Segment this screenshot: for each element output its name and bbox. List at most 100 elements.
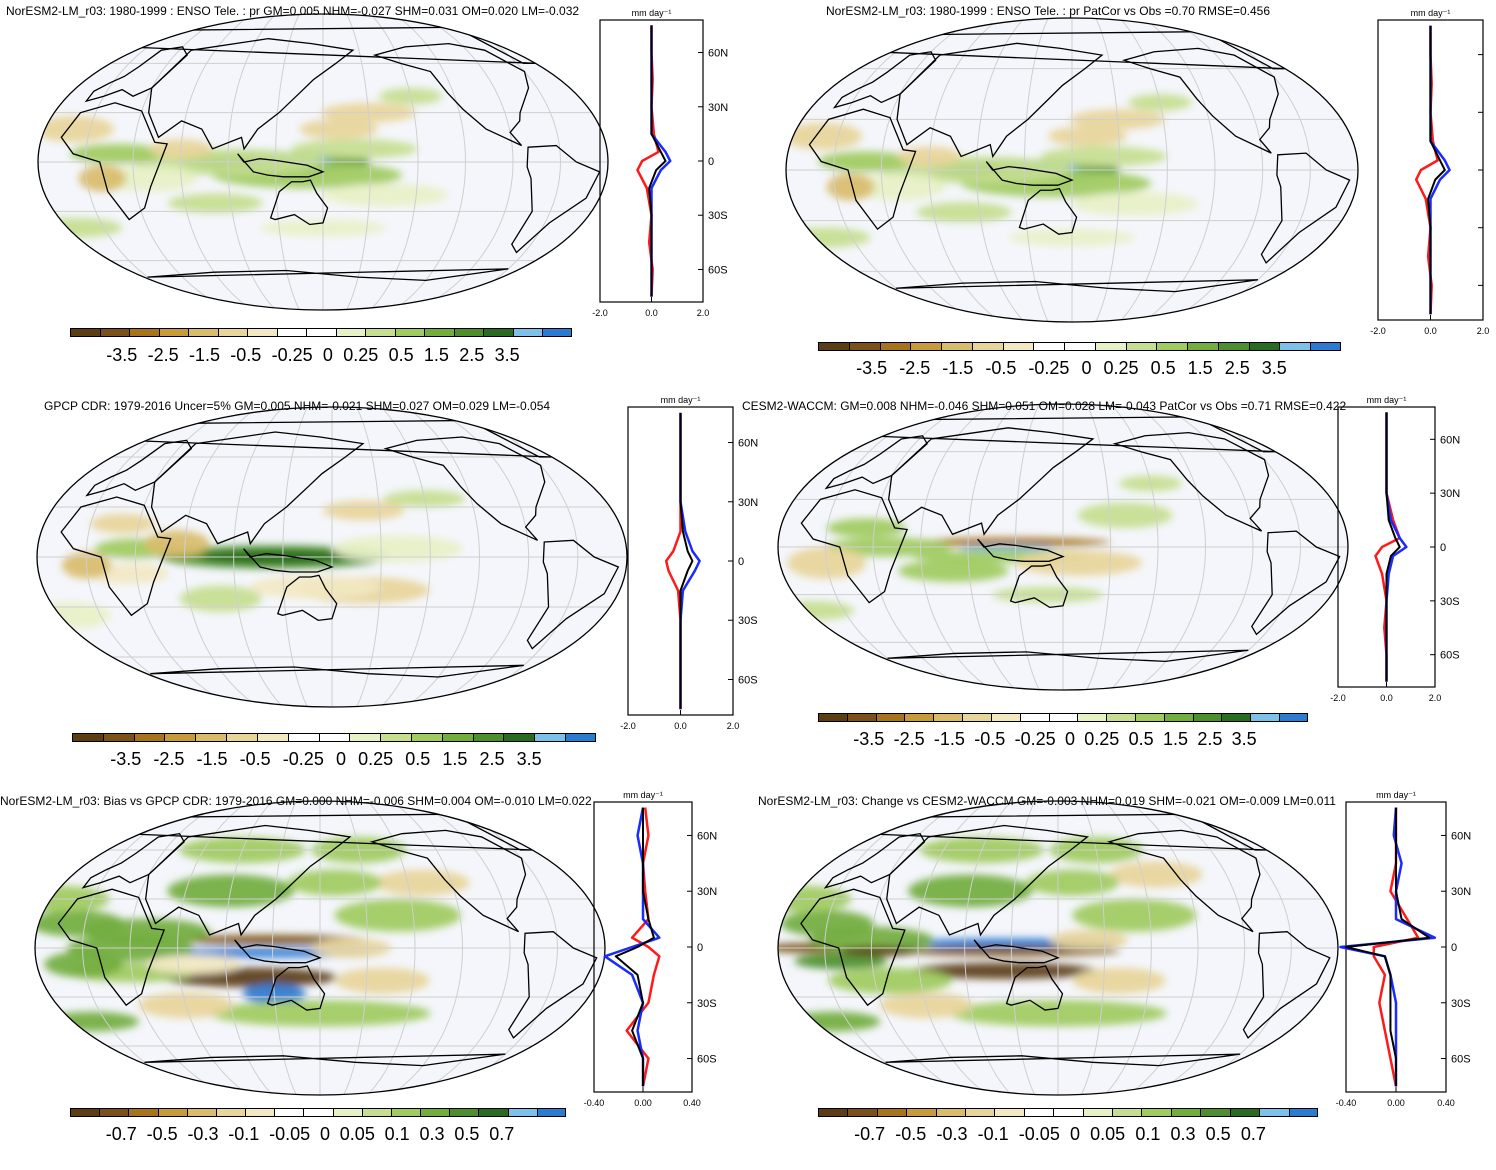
colorbar-label: -1.5	[188, 345, 220, 365]
lat-tick-label: 60S	[1440, 650, 1460, 662]
anomaly-region	[1015, 550, 1143, 576]
zonal-profile: -2.0 0.0 2.0 mm day⁻¹	[1370, 8, 1489, 336]
anomaly-region	[916, 202, 1012, 223]
continent-africa	[60, 496, 172, 617]
unit-label: mm day⁻¹	[632, 8, 672, 18]
lat-tick-label: 0	[708, 156, 714, 168]
colorbar-swatch	[410, 733, 442, 742]
colorbar	[70, 328, 572, 337]
continent-south-america	[1251, 530, 1341, 636]
x-tick-label: -0.40	[1336, 1098, 1357, 1108]
colorbar-label: -3.5	[856, 358, 888, 378]
colorbar-label: 0	[1064, 729, 1075, 749]
zonal-profile: 60N 30N 0 30S 60S -0.40 0.00 0.40 mm day⁻¹	[584, 790, 717, 1108]
colorbar-label: -0.5	[895, 1124, 927, 1144]
colorbar-label: 2.5	[1224, 358, 1250, 378]
anomaly-region	[786, 122, 863, 150]
colorbar-swatch	[158, 328, 189, 337]
colorbar-swatch	[70, 328, 100, 337]
profile-line-red	[664, 412, 682, 710]
colorbar-swatch	[1221, 713, 1251, 722]
colorbar-swatch	[962, 713, 991, 722]
panel-title: CESM2-WACCM: GM=0.008 NHM=-0.046 SHM=0.0…	[742, 399, 1347, 413]
profile-line-red	[1414, 25, 1439, 315]
continent-europe	[832, 51, 937, 109]
colorbar-swatch	[349, 733, 381, 742]
colorbar-label: 3.5	[494, 345, 520, 365]
colorbar-swatch	[441, 733, 473, 742]
colorbar-swatch	[1217, 342, 1249, 351]
colorbar-label: 0.5	[454, 1124, 480, 1144]
continent-indonesia	[234, 939, 322, 964]
continent-antarctica	[150, 664, 524, 678]
continent-antarctica	[887, 649, 1249, 663]
colorbar-swatch	[1187, 342, 1218, 351]
lat-tick-label: 0	[1440, 542, 1446, 554]
anomaly-region	[897, 559, 1009, 582]
colorbar-labels: -3.5 -2.5 -1.5 -0.5 -0.25 0 0.25 0.5 1.5 2.5 3.5	[106, 345, 519, 366]
lat-tick-label: 30S	[1451, 998, 1471, 1010]
x-tick-label: 2.0	[697, 308, 710, 318]
anomaly-region	[826, 173, 875, 201]
map-plot: 60N 30N 0 30S 60S -2.0 0.0 2.0 mm day⁻¹	[36, 395, 758, 731]
colorbar-label: 2.5	[479, 749, 505, 769]
profile-line-black	[1385, 412, 1401, 682]
colorbar-label: 0.7	[1240, 1124, 1266, 1144]
colorbar-swatch	[906, 1108, 936, 1117]
colorbar	[70, 1108, 566, 1117]
anomaly-region	[334, 967, 430, 994]
colorbar-swatch	[129, 328, 159, 337]
lat-tick-label: 60S	[708, 264, 728, 276]
anomaly-region	[102, 165, 198, 192]
x-tick-label: -2.0	[1330, 693, 1346, 703]
colorbar-swatch	[1048, 713, 1078, 722]
graticule	[37, 407, 627, 707]
anomaly-region	[298, 119, 379, 139]
anomaly-region	[90, 513, 156, 534]
anomaly-region	[78, 165, 127, 192]
colorbar-swatch	[1082, 1108, 1113, 1117]
map-border	[785, 17, 1359, 323]
colorbar-swatch	[478, 1108, 508, 1117]
colorbar-label: 0.7	[489, 1124, 515, 1144]
colorbar-swatch	[1033, 342, 1064, 351]
colorbar-swatch	[1002, 342, 1034, 351]
map-plot: 60N 30N 0 30S 60S -0.40 0.00 0.40 mm day⁻¹	[777, 790, 1471, 1108]
colorbar-swatch	[483, 328, 513, 337]
anomaly-region	[44, 1011, 140, 1032]
colorbar-label: -0.5	[239, 749, 271, 769]
colorbar-swatch	[565, 733, 596, 742]
x-tick-label: 2.0	[1477, 326, 1490, 336]
colorbar-swatch	[1310, 342, 1341, 351]
colorbar-label: 0.3	[419, 1124, 445, 1144]
colorbar-swatch	[1064, 342, 1095, 351]
colorbar-swatch	[1019, 713, 1049, 722]
colorbar-label: 0.5	[1150, 358, 1176, 378]
colorbar-label: 0.5	[1128, 729, 1154, 749]
lat-tick-label: 30N	[708, 102, 728, 114]
profile-line-black	[1345, 807, 1431, 1087]
panel-title: NorESM2-LM_r03: Bias vs GPCP CDR: 1979-2…	[0, 794, 592, 808]
colorbar-label: -2.5	[893, 729, 925, 749]
colorbar-swatch	[933, 713, 963, 722]
colorbar-swatch	[1125, 342, 1157, 351]
colorbar-swatch	[332, 1108, 362, 1117]
colorbar-labels: -3.5 -2.5 -1.5 -0.5 -0.25 0 0.25 0.5 1.5 2.5 3.5	[110, 749, 542, 770]
colorbar-swatch	[1170, 1108, 1201, 1117]
lat-tick-label: 30S	[708, 210, 728, 222]
map-plot: 60N 30N 0 30S 60S -0.40 0.00 0.40 mm day⁻¹	[34, 790, 717, 1108]
colorbar-swatch	[1053, 1108, 1083, 1117]
anomaly-region	[1025, 869, 1120, 896]
anomaly-region	[1109, 861, 1203, 888]
lat-tick-label: 0	[697, 942, 703, 954]
unit-label: mm day⁻¹	[623, 790, 663, 800]
graticule	[778, 404, 1348, 690]
anomaly-region	[146, 954, 242, 975]
lat-tick-label: 30S	[738, 615, 758, 627]
continent-indonesia	[237, 153, 325, 178]
anomaly-region	[143, 530, 210, 557]
profile-line-blue	[679, 412, 701, 710]
colorbar-swatch	[910, 342, 941, 351]
continent-australia	[1005, 965, 1064, 1011]
colorbar-label: -1.5	[196, 749, 228, 769]
